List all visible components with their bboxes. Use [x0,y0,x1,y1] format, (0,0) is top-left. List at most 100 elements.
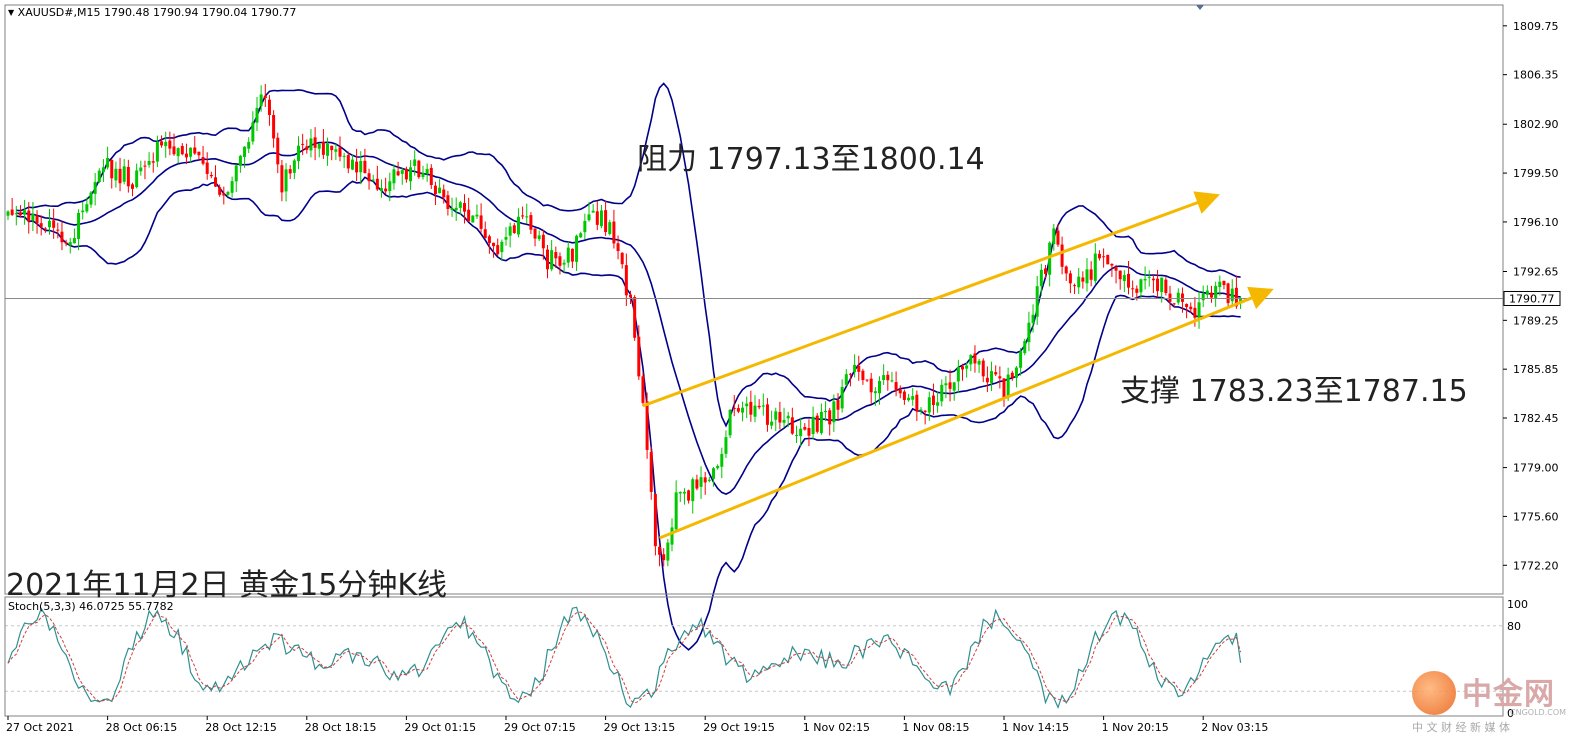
candle [761,393,765,416]
candle-body [956,366,960,382]
candle-body [749,401,753,415]
y-tick-label: 1806.35 [1513,69,1559,82]
candle [189,147,193,163]
candle [1052,223,1056,251]
support-annotation: 支撑 1783.23至1787.15 [1120,374,1468,409]
candle [247,137,251,154]
candle-body [836,400,840,410]
candle-body [558,256,562,266]
candle [446,190,450,216]
candle [388,172,392,202]
candle [707,476,711,483]
candle [969,353,973,372]
candle-body [687,490,691,501]
candle-body [853,364,857,373]
candle [417,159,421,179]
candle [483,221,487,239]
candle-body [301,143,305,145]
candle [267,95,271,126]
candle-body [380,188,383,191]
candle-body [865,379,869,381]
candle-body [85,204,89,212]
candle [72,228,76,244]
candle [537,230,541,242]
candle [587,201,591,222]
candle-body [168,140,172,149]
candle [309,129,313,158]
candle-body [890,380,894,382]
y-tick-label: 1782.45 [1513,412,1559,425]
candle-body [712,468,715,479]
candle [180,143,184,156]
watermark-slogan: 中 文 财 经 新 媒 体 [1412,721,1510,734]
candle [60,221,64,251]
candle-body [1160,277,1164,293]
candle-body [93,181,97,194]
candle-body [155,141,159,162]
candle [338,136,342,162]
candle-body [537,235,541,240]
x-tick-label: 1 Nov 14:15 [1002,721,1069,734]
candle [131,182,134,197]
candle [1222,280,1226,290]
candle-body [886,374,890,381]
candle-body [255,107,259,123]
candle [68,237,72,254]
candle-body [521,215,525,217]
candle-body [367,173,371,182]
candle [18,205,22,218]
candle-body [591,210,595,213]
candle-body [438,187,442,194]
candle-body [184,153,188,158]
candle-body [915,394,919,412]
candle-body [745,403,749,407]
candle [172,133,176,156]
candle [927,391,931,421]
candle-body [330,145,334,151]
candle-body [247,141,251,149]
candle-body [31,213,35,221]
candle [961,363,964,381]
candle-body [666,542,670,561]
candle [869,372,873,404]
collapse-triangle-icon[interactable]: ▼ [8,8,15,17]
candle [1019,348,1023,376]
candle [612,209,616,249]
candle [1106,254,1110,265]
candle [886,371,890,391]
candle-body [23,210,27,215]
candle-body [442,189,446,198]
candle [1056,223,1060,247]
candle [691,477,695,514]
candle [458,200,462,215]
candle [732,395,736,417]
candle-body [724,437,728,454]
candle [1189,302,1193,313]
candle [1114,264,1118,284]
candle [1081,271,1085,289]
candle [541,229,545,260]
candle [990,361,994,392]
candle-body [110,160,114,179]
candle-body [43,228,47,230]
candle-body [641,376,645,403]
candle-body [172,146,176,155]
watermark-domain: CNGOLD.COM [1510,708,1567,717]
candle-body [533,228,537,239]
candle [330,145,334,161]
candle-body [878,380,881,394]
candle [620,252,624,269]
candle [1122,270,1126,292]
candle [1180,287,1184,313]
candle-body [297,145,300,162]
candle [23,199,27,225]
candle [230,176,234,198]
candle [1164,277,1168,296]
candle-body [1048,242,1052,275]
candle-body [927,397,931,413]
candle-body [1147,276,1151,278]
candle [1214,281,1218,307]
candle-body [670,527,674,545]
candle [599,204,603,229]
